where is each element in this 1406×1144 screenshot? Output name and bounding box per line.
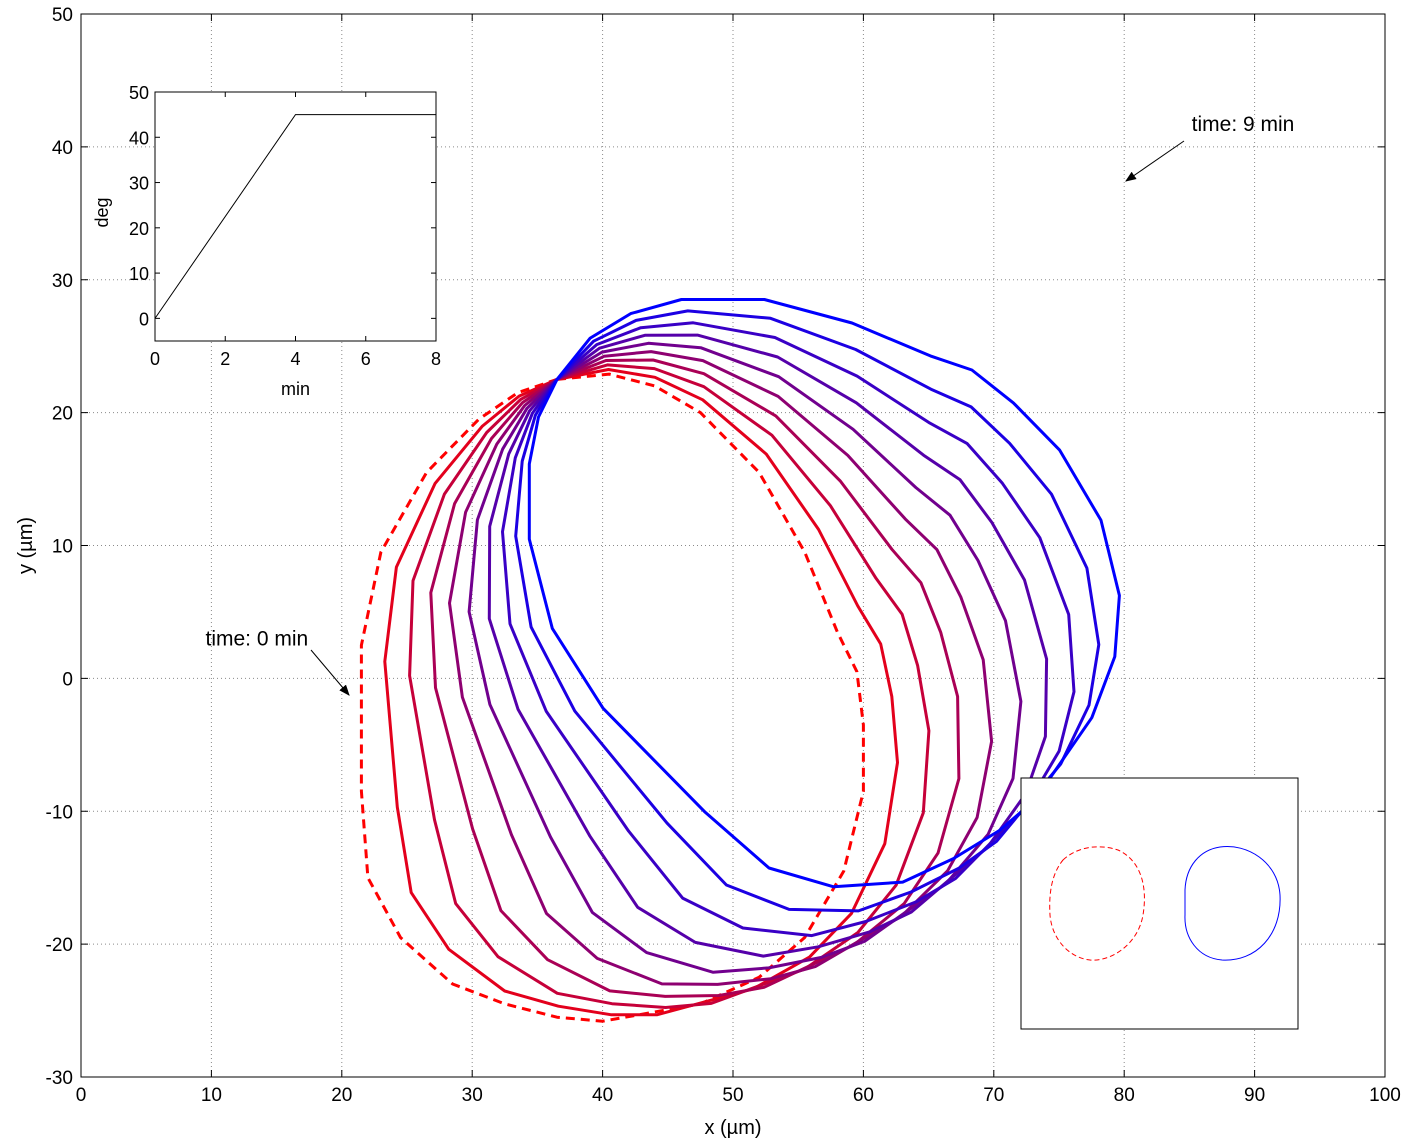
- x-tick-label: 90: [1244, 1085, 1265, 1106]
- inset-x-tick-label: 6: [361, 349, 371, 369]
- inset-y-axis-label: deg: [92, 197, 112, 227]
- outline-curve-9: [527, 298, 1121, 889]
- inset-angle-plot: 0 2 4 6 8 0 10 20 30 40 50 min deg: [92, 83, 441, 399]
- inset-y-tick-label: 0: [139, 309, 149, 329]
- y-tick-label: 20: [52, 404, 73, 425]
- y-tick-label: -20: [46, 935, 73, 956]
- inset-y-tick-label: 20: [129, 219, 149, 239]
- inset-shape-final: [1184, 845, 1281, 961]
- y-tick-label: 30: [52, 271, 73, 292]
- annotations: time: 0 min time: 9 min: [205, 113, 1295, 696]
- y-tick-label: 40: [52, 138, 73, 159]
- x-tick-label: 80: [1114, 1085, 1135, 1106]
- y-tick-label: 50: [52, 5, 73, 26]
- annotation-time-0-arrow: [310, 649, 350, 696]
- annotation-time-9-arrow: [1125, 140, 1185, 182]
- x-tick-label: 100: [1369, 1085, 1401, 1106]
- inset-x-tick-label: 0: [150, 349, 160, 369]
- inset-x-tick-label: 8: [431, 349, 441, 369]
- y-tick-label: 0: [62, 669, 73, 690]
- x-tick-label: 20: [331, 1085, 352, 1106]
- inset-x-axis-label: min: [281, 379, 310, 399]
- inset-angle-frame: [154, 91, 437, 342]
- main-axis-ticks: 0 10 20 30 40 50 60 70 80 90 100-30-20-10010203040…: [46, 5, 1401, 1106]
- inset-y-tick-label: 10: [129, 264, 149, 284]
- x-tick-label: 40: [592, 1085, 613, 1106]
- x-tick-label: 70: [983, 1085, 1004, 1106]
- inset-y-tick-label: 30: [129, 174, 149, 194]
- inset-shapes-plot: [1020, 777, 1299, 1030]
- outline-curve-7: [501, 321, 1076, 938]
- outline-curves: [359, 298, 1121, 1023]
- x-tick-label: 30: [462, 1085, 483, 1106]
- annotation-time-9: time: 9 min: [1192, 113, 1295, 136]
- y-tick-label: -30: [46, 1068, 73, 1089]
- inset-shape-initial: [1049, 846, 1145, 961]
- inset-x-tick-label: 4: [290, 349, 300, 369]
- annotation-time-0: time: 0 min: [205, 628, 308, 651]
- y-tick-label: -10: [46, 802, 73, 823]
- x-tick-label: 0: [76, 1085, 87, 1106]
- inset-y-tick-label: 50: [129, 83, 149, 103]
- inset-shapes-frame: [1020, 777, 1299, 1030]
- x-tick-label: 50: [722, 1085, 743, 1106]
- x-tick-label: 10: [201, 1085, 222, 1106]
- y-tick-label: 10: [52, 537, 73, 558]
- y-axis-label: y (µm): [15, 517, 37, 574]
- inset-angle-line: [154, 114, 436, 319]
- x-tick-label: 60: [853, 1085, 874, 1106]
- inset-y-tick-label: 40: [129, 128, 149, 148]
- inset-angle-ticks: 0 2 4 6 8 0 10 20 30 40 50: [129, 83, 441, 369]
- x-axis-label: x (µm): [704, 1117, 761, 1139]
- inset-x-tick-label: 2: [220, 349, 230, 369]
